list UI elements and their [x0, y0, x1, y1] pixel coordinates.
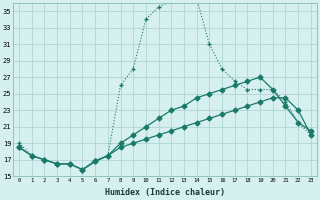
X-axis label: Humidex (Indice chaleur): Humidex (Indice chaleur) [105, 188, 225, 197]
